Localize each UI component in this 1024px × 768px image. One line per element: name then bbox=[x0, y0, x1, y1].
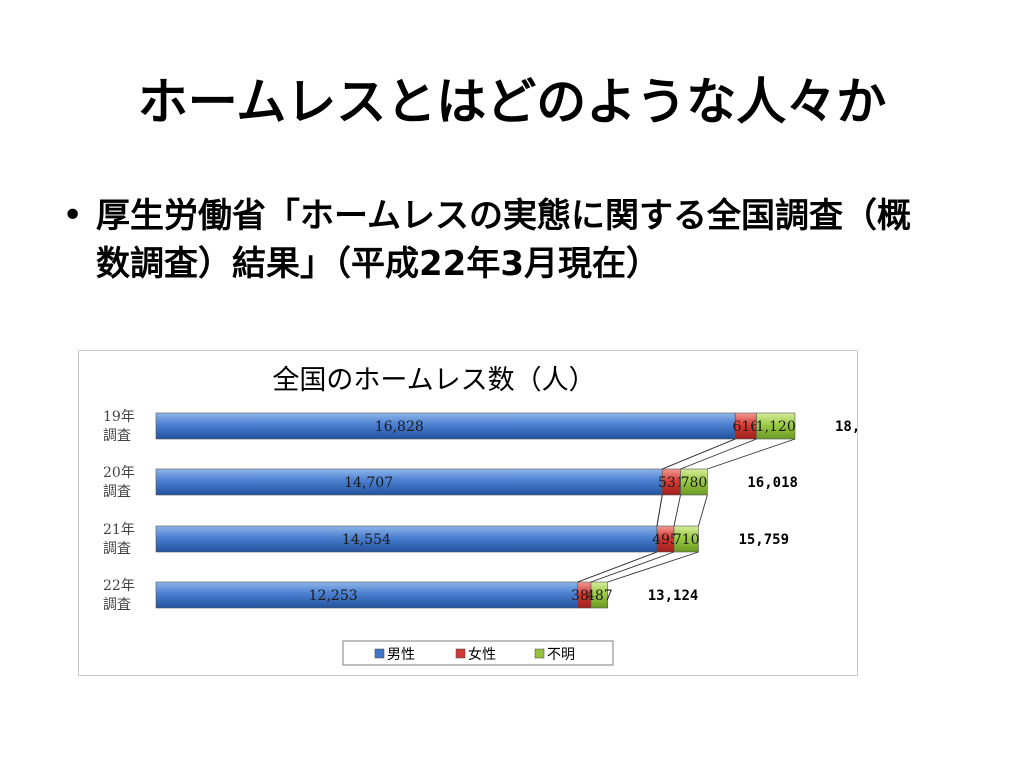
bar-unknown bbox=[673, 525, 699, 553]
legend-swatch-female bbox=[455, 648, 466, 659]
category-label-line: 調査 bbox=[103, 597, 131, 613]
bar-male bbox=[155, 525, 658, 553]
data-label-female: 531 bbox=[658, 475, 685, 491]
series-line bbox=[577, 551, 658, 583]
category-label: 22年調査 bbox=[103, 578, 135, 613]
data-label-unknown: 710 bbox=[673, 532, 700, 548]
legend-label-male: 男性 bbox=[387, 647, 415, 663]
legend-swatch-unknown bbox=[534, 648, 545, 659]
category-label: 19年調査 bbox=[103, 409, 135, 444]
legend-label-unknown: 不明 bbox=[547, 647, 575, 663]
bullet-item: • 厚生労働省「ホームレスの実態に関する全国調査（概数調査）結果」（平成22年3… bbox=[62, 192, 942, 288]
bar-unknown bbox=[756, 412, 796, 440]
data-label-male: 16,828 bbox=[375, 419, 424, 435]
total-label: 16,018 bbox=[747, 475, 798, 491]
bullet-dot-icon: • bbox=[62, 195, 84, 236]
bar-male bbox=[155, 468, 663, 496]
data-label-male: 14,554 bbox=[342, 532, 391, 548]
data-label-male: 14,707 bbox=[344, 475, 393, 491]
series-line bbox=[673, 494, 681, 527]
chart-title: 全国のホームレス数（人） bbox=[272, 365, 595, 396]
legend-label-female: 女性 bbox=[468, 646, 496, 663]
category-label: 20年調査 bbox=[103, 465, 135, 500]
bar-male bbox=[155, 412, 736, 440]
series-line bbox=[680, 438, 757, 470]
bar-unknown bbox=[680, 468, 708, 496]
legend-swatch-male bbox=[374, 648, 385, 659]
chart-legend: 男性 女性 不明 bbox=[342, 640, 614, 666]
data-label-female: 616 bbox=[732, 419, 759, 435]
total-label: 18,564 bbox=[835, 419, 857, 435]
bar-unknown bbox=[590, 581, 609, 609]
total-label: 15,759 bbox=[738, 532, 789, 548]
data-label-unknown: 780 bbox=[681, 475, 708, 491]
series-line bbox=[656, 494, 663, 527]
series-line bbox=[698, 494, 708, 527]
series-line bbox=[590, 551, 675, 583]
data-label-unknown: 487 bbox=[586, 588, 613, 604]
category-label-line: 調査 bbox=[103, 428, 131, 444]
legend-box bbox=[342, 640, 614, 666]
category-label-line: 21年 bbox=[103, 522, 135, 538]
category-label-line: 調査 bbox=[103, 541, 131, 557]
category-label-line: 19年 bbox=[103, 409, 135, 425]
slide-title: ホームレスとはどのような人々か bbox=[137, 73, 887, 131]
series-line bbox=[607, 551, 699, 583]
category-label: 21年調査 bbox=[103, 522, 135, 557]
total-label: 13,124 bbox=[648, 588, 699, 604]
category-label-line: 20年 bbox=[103, 465, 135, 481]
category-label-line: 調査 bbox=[103, 484, 131, 500]
data-label-male: 12,253 bbox=[309, 588, 358, 604]
series-line bbox=[662, 438, 736, 470]
category-label-line: 22年 bbox=[103, 578, 135, 594]
series-line bbox=[707, 438, 796, 470]
data-label-unknown: 1,120 bbox=[756, 419, 796, 435]
data-label-female: 495 bbox=[652, 532, 679, 548]
bar-male bbox=[155, 581, 579, 609]
bullet-text: 厚生労働省「ホームレスの実態に関する全国調査（概数調査）結果」（平成22年3月現… bbox=[96, 196, 911, 284]
